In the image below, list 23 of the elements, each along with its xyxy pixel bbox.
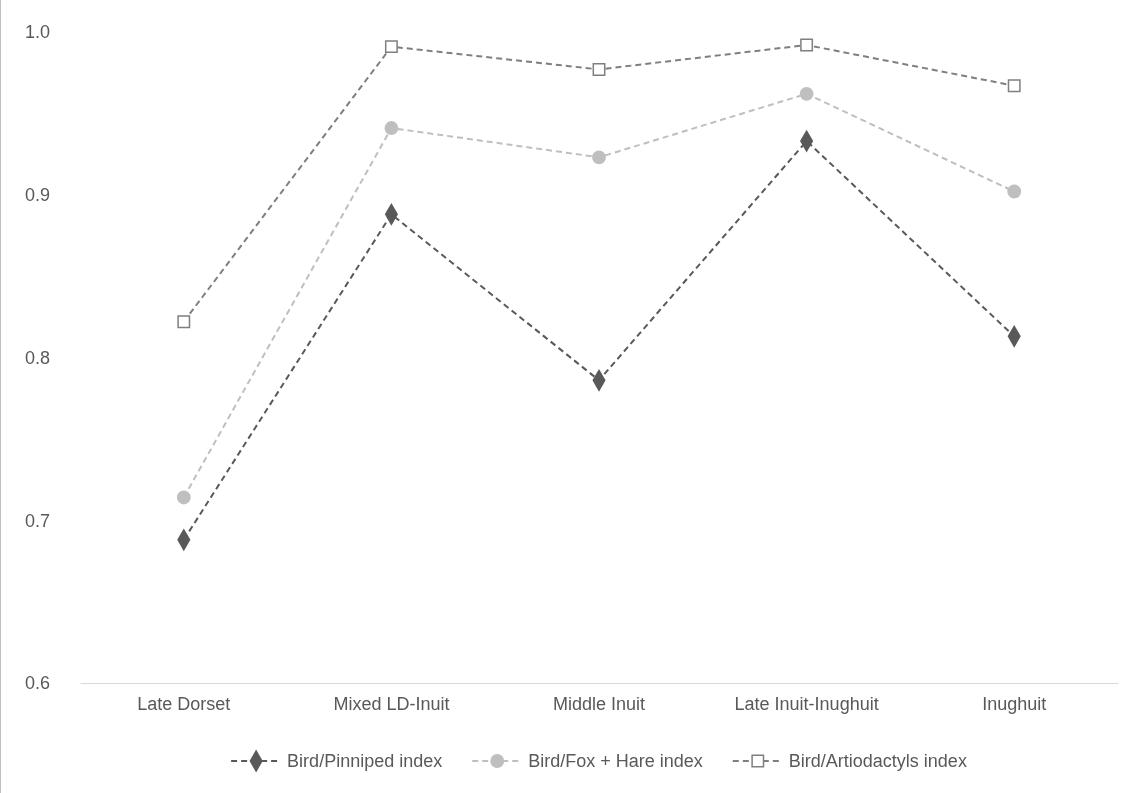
y-tick-label: 0.8 [24,347,50,368]
x-tick-label: Inughuit [982,693,1047,714]
point [592,150,606,165]
y-tick-label: 1.0 [24,22,50,43]
y-tick-label: 0.7 [24,510,50,531]
point [177,315,191,329]
point [799,86,814,101]
point [800,38,814,52]
x-tick-label: Middle Inuit [552,693,646,714]
point [176,490,191,505]
y-tick-label: 0.9 [24,185,50,206]
point [592,62,606,76]
point [1007,184,1022,199]
x-tick-label: Mixed LD-Inuit [333,693,450,714]
point [1007,79,1021,93]
x-tick-label: Late Inuit-Inughuit [734,693,879,714]
point [384,40,398,54]
y-tick-label: 0.6 [24,673,50,694]
x-tick-label: Late Dorset [137,693,231,714]
legend-label: Bird/Pinniped index [287,751,443,772]
point [384,121,399,135]
legend-label: Bird/Artiodactyls index [788,751,967,772]
legend-label: Bird/Fox + Hare index [528,751,703,772]
